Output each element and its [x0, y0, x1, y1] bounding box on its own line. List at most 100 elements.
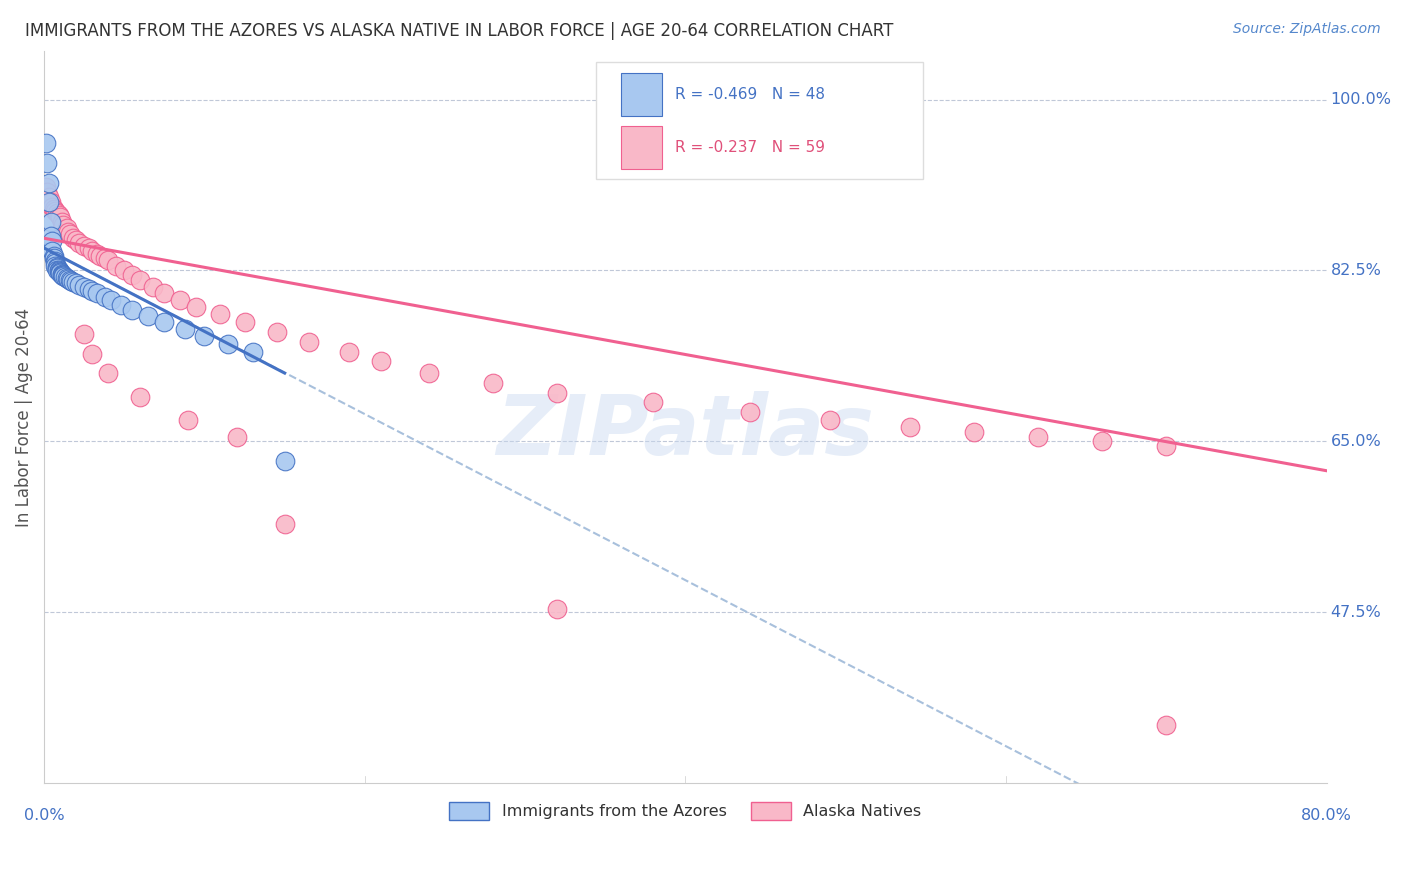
Point — [48, 264, 70, 278]
Point — [56, 226, 79, 240]
FancyBboxPatch shape — [621, 126, 662, 169]
Point — [39, 214, 62, 228]
Point — [44, 203, 66, 218]
Point — [44, 255, 66, 269]
Point — [94, 290, 117, 304]
Point — [41, 234, 63, 248]
Point — [153, 315, 176, 329]
Point — [82, 346, 104, 360]
Point — [41, 200, 63, 214]
Point — [39, 195, 62, 210]
Point — [546, 602, 568, 616]
Point — [112, 263, 135, 277]
Point — [86, 285, 108, 300]
Point — [48, 208, 70, 222]
Point — [45, 260, 67, 274]
Text: 100.0%: 100.0% — [1330, 92, 1392, 107]
Point — [65, 276, 87, 290]
Point — [82, 244, 104, 258]
Point — [62, 275, 84, 289]
Point — [105, 259, 128, 273]
Point — [44, 259, 66, 273]
Point — [169, 293, 191, 307]
Point — [49, 265, 72, 279]
Point — [142, 280, 165, 294]
Point — [242, 344, 264, 359]
Point — [42, 251, 65, 265]
Text: R = -0.237   N = 59: R = -0.237 N = 59 — [675, 140, 825, 155]
Point — [37, 156, 59, 170]
Point — [37, 186, 59, 200]
Point — [59, 227, 82, 242]
Point — [52, 268, 75, 283]
Point — [51, 268, 73, 282]
Point — [1156, 439, 1178, 453]
Text: 65.0%: 65.0% — [1330, 434, 1381, 449]
Point — [35, 180, 58, 194]
Point — [39, 229, 62, 244]
Point — [121, 268, 143, 283]
Point — [94, 251, 117, 265]
Y-axis label: In Labor Force | Age 20-64: In Labor Force | Age 20-64 — [15, 308, 32, 526]
Point — [738, 405, 761, 419]
Point — [38, 190, 60, 204]
Point — [73, 239, 96, 253]
Point — [233, 315, 256, 329]
Point — [38, 176, 60, 190]
Point — [273, 454, 295, 468]
Point — [51, 268, 73, 283]
Point — [52, 218, 75, 232]
Point — [73, 280, 96, 294]
Point — [48, 263, 70, 277]
Point — [55, 271, 77, 285]
Text: 82.5%: 82.5% — [1330, 263, 1382, 278]
Point — [59, 273, 82, 287]
Point — [45, 206, 67, 220]
Point — [60, 274, 83, 288]
Point — [218, 336, 240, 351]
Point — [55, 221, 77, 235]
Point — [266, 325, 288, 339]
Point — [643, 395, 665, 409]
Point — [49, 210, 72, 224]
Point — [370, 354, 392, 368]
Text: ZIPatlas: ZIPatlas — [496, 392, 875, 472]
Text: Source: ZipAtlas.com: Source: ZipAtlas.com — [1233, 22, 1381, 37]
Point — [818, 413, 841, 427]
Legend: Immigrants from the Azores, Alaska Natives: Immigrants from the Azores, Alaska Nativ… — [443, 796, 928, 827]
Point — [418, 366, 440, 380]
Point — [52, 269, 75, 284]
Point — [49, 267, 72, 281]
Point — [136, 310, 159, 324]
Point — [97, 252, 120, 267]
Point — [129, 273, 152, 287]
Point — [42, 249, 65, 263]
Point — [77, 282, 100, 296]
Point — [65, 233, 87, 247]
Point — [898, 419, 921, 434]
Point — [67, 278, 90, 293]
Text: 0.0%: 0.0% — [24, 808, 65, 822]
Point — [121, 302, 143, 317]
Point — [193, 329, 215, 343]
Point — [174, 322, 197, 336]
Point — [1026, 429, 1049, 443]
Point — [177, 413, 200, 427]
Point — [38, 195, 60, 210]
Point — [45, 260, 67, 275]
Point — [51, 214, 73, 228]
Point — [49, 265, 72, 279]
Point — [225, 429, 247, 443]
Point — [186, 300, 208, 314]
Text: IMMIGRANTS FROM THE AZORES VS ALASKA NATIVE IN LABOR FORCE | AGE 20-64 CORRELATI: IMMIGRANTS FROM THE AZORES VS ALASKA NAT… — [25, 22, 894, 40]
Point — [42, 202, 65, 216]
Point — [56, 272, 79, 286]
Point — [209, 308, 232, 322]
Point — [41, 244, 63, 258]
Point — [298, 334, 321, 349]
Point — [482, 376, 505, 390]
Point — [963, 425, 986, 439]
Point — [86, 247, 108, 261]
Text: 47.5%: 47.5% — [1330, 605, 1381, 620]
Point — [35, 136, 58, 151]
